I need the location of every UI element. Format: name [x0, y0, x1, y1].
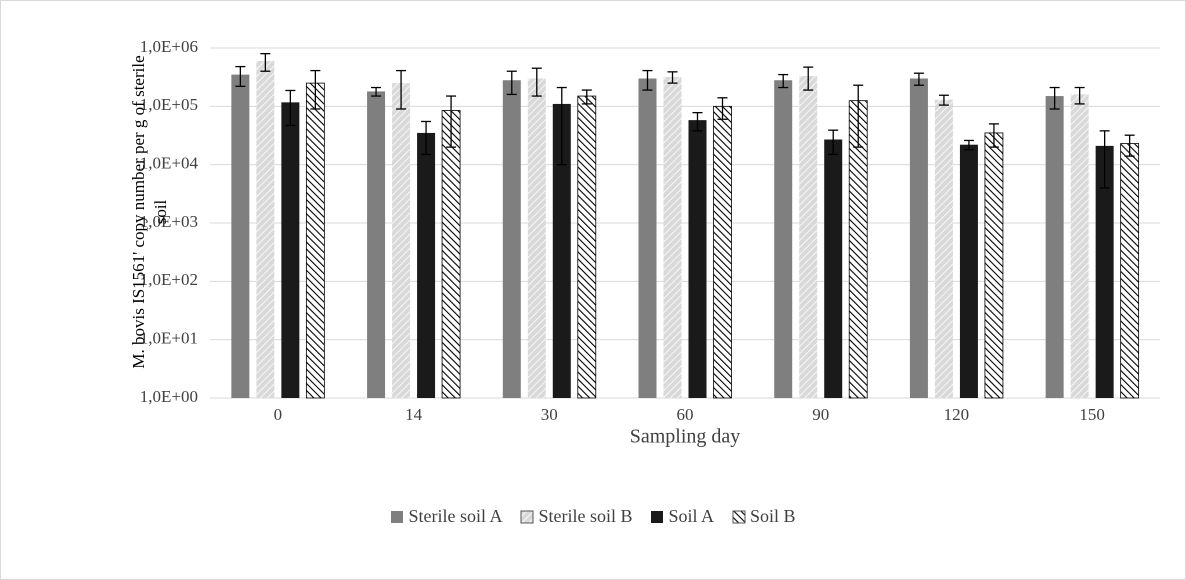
- legend-item: Soil A: [650, 506, 714, 527]
- bar: [959, 144, 978, 398]
- y-tick-label: 1,0E+00: [140, 387, 198, 406]
- bar: [688, 120, 707, 399]
- legend-swatch: [732, 510, 746, 523]
- x-tick-label: 30: [541, 405, 558, 424]
- legend-swatch: [520, 510, 534, 523]
- y-tick-label: 1,0E+02: [140, 270, 198, 289]
- legend-item: Soil B: [732, 506, 796, 527]
- bar: [1045, 96, 1064, 398]
- bar: [824, 139, 843, 398]
- legend-item: Sterile soil A: [390, 506, 502, 527]
- bar: [256, 60, 275, 399]
- y-tick-label: 1,0E+05: [140, 95, 198, 114]
- x-tick-label: 60: [677, 405, 694, 424]
- legend-item: Sterile soil B: [520, 506, 632, 527]
- y-tick-label: 1,0E+01: [140, 329, 198, 348]
- legend-label: Sterile soil A: [408, 506, 503, 526]
- legend-swatch-fill: [651, 510, 664, 523]
- x-tick-label: 150: [1079, 405, 1105, 424]
- bar: [577, 95, 597, 399]
- bar: [552, 103, 571, 398]
- bar: [281, 102, 300, 398]
- bar: [417, 132, 436, 398]
- bar: [663, 76, 682, 399]
- x-tick-label: 14: [405, 405, 423, 424]
- legend-label: Soil B: [750, 506, 796, 526]
- y-tick-label: 1,0E+04: [140, 154, 199, 173]
- legend-label: Sterile soil B: [538, 506, 633, 526]
- bar: [713, 105, 732, 399]
- bar: [984, 132, 1004, 399]
- bar: [774, 80, 793, 398]
- bar: [934, 99, 953, 398]
- bar: [1095, 145, 1114, 398]
- bar: [638, 78, 657, 399]
- legend-label: Soil A: [668, 506, 714, 526]
- bar: [392, 83, 411, 398]
- bar: [527, 78, 546, 399]
- bar: [1120, 143, 1140, 399]
- y-tick-label: 1,0E+06: [140, 37, 198, 56]
- x-tick-label: 0: [274, 405, 283, 424]
- legend-swatch: [651, 510, 664, 523]
- bar: [441, 110, 461, 399]
- bar: [909, 78, 928, 399]
- bar: [502, 80, 521, 398]
- x-axis-label: Sampling day: [630, 426, 741, 448]
- x-tick-label: 90: [812, 405, 829, 424]
- bar: [1070, 94, 1089, 398]
- legend-swatch-fill: [520, 510, 534, 523]
- legend: Sterile soil A Sterile soil B Soil A Soil B: [0, 506, 1186, 527]
- legend-swatch-fill: [732, 510, 746, 523]
- legend-swatch-fill: [391, 510, 404, 523]
- x-tick-label: 120: [944, 405, 970, 424]
- y-tick-label: 1,0E+03: [140, 212, 198, 231]
- bar: [367, 91, 386, 398]
- legend-swatch: [391, 510, 404, 523]
- bar: [799, 76, 818, 399]
- y-axis-label: M. bovis IS1561' copy number per g of st…: [129, 55, 170, 369]
- bar: [305, 82, 325, 399]
- bar: [231, 74, 250, 398]
